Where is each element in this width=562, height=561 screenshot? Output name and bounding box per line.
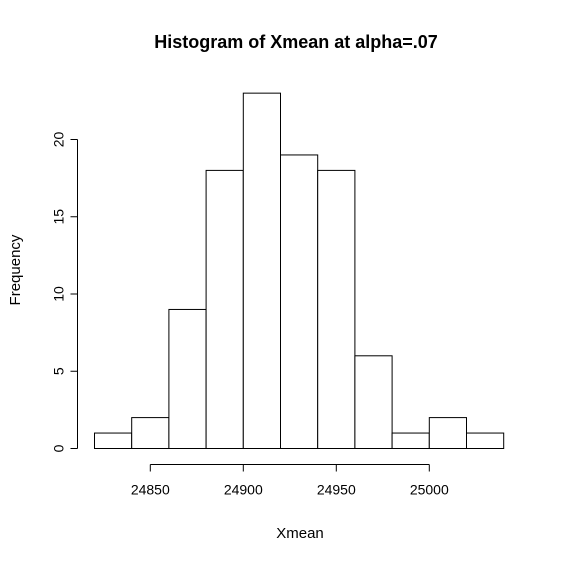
chart-title: Histogram of Xmean at alpha=.07 (154, 32, 438, 52)
y-tick-label: 20 (51, 132, 67, 148)
histogram-bar-9 (428, 417, 467, 450)
x-tick-label: 24950 (317, 482, 356, 498)
y-tick-label: 5 (51, 367, 67, 375)
histogram-bar-5 (280, 154, 319, 449)
y-axis: 0 5 10 15 20 (51, 132, 78, 452)
bars-group (94, 92, 505, 450)
y-tick-label: 0 (51, 444, 67, 452)
histogram-bar-10 (466, 432, 505, 449)
x-tick-label: 24900 (224, 482, 263, 498)
histogram-bar-6 (317, 169, 356, 449)
y-axis-label: Frequency (7, 234, 24, 305)
x-tick-label: 25000 (410, 482, 449, 498)
histogram-bar-3 (205, 169, 244, 449)
x-tick-label: 24850 (131, 482, 170, 498)
histogram-bar-2 (168, 308, 207, 450)
histogram-bar-4 (242, 92, 282, 450)
histogram-bar-7 (354, 355, 393, 449)
x-axis: 24850 24900 24950 25000 (131, 464, 449, 498)
x-axis-label: Xmean (276, 525, 324, 542)
y-tick-label: 15 (51, 209, 67, 225)
histogram-bar-1 (131, 417, 170, 450)
y-tick-label: 10 (51, 286, 67, 302)
histogram-bar-0 (94, 432, 133, 449)
histogram-bar-8 (391, 432, 430, 449)
